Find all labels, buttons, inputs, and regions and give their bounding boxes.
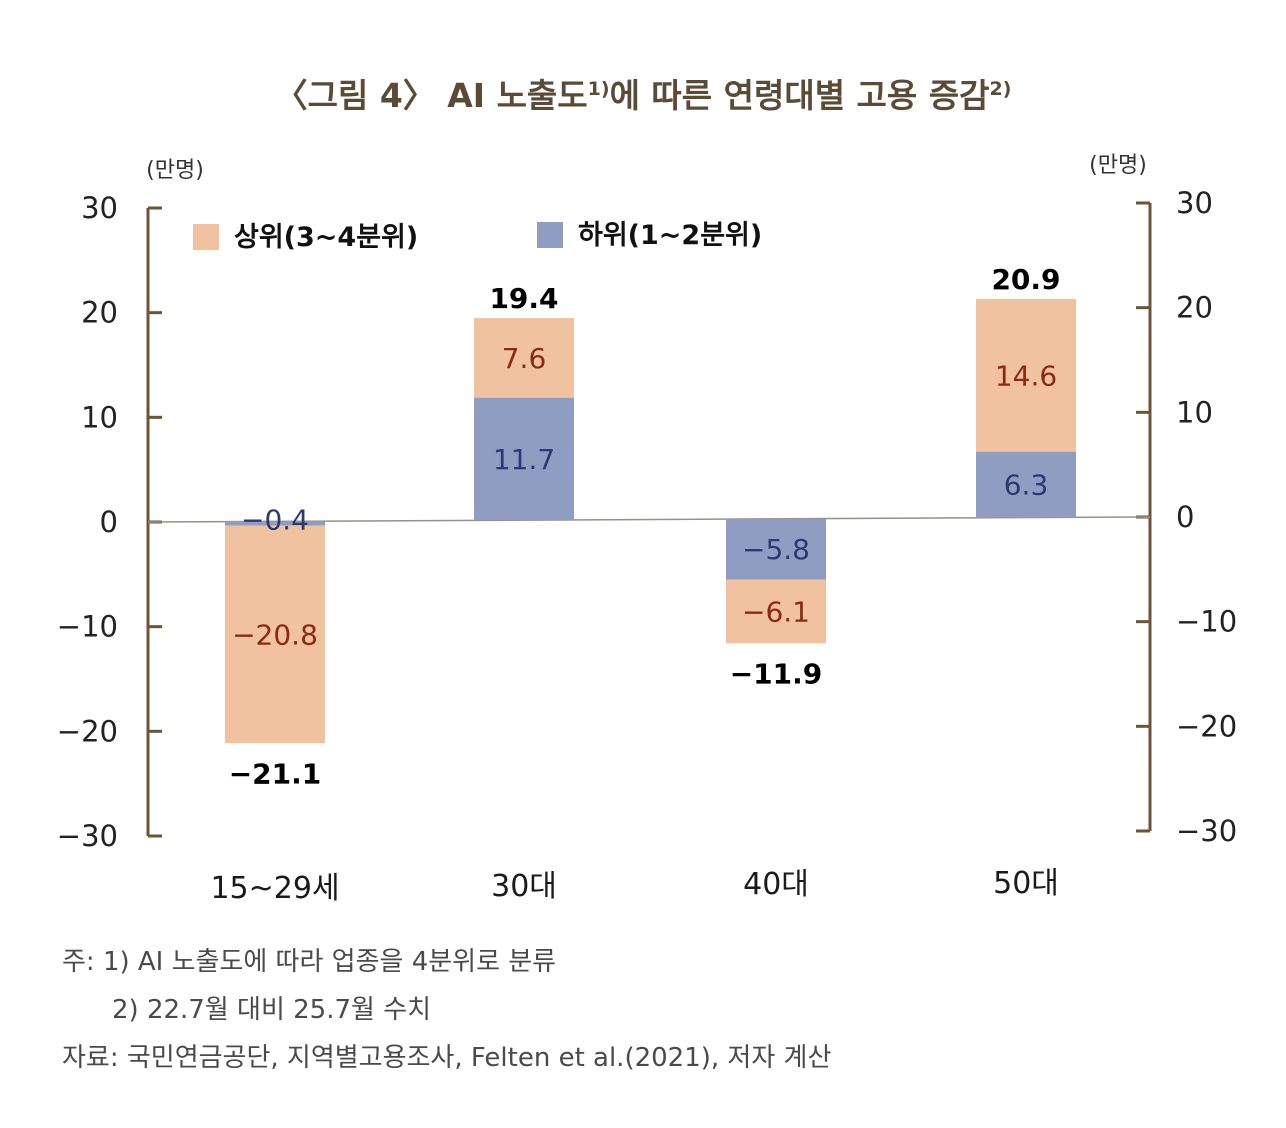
total-label: −11.9 [730,657,823,690]
right-tick-label: 30 [1176,186,1213,220]
total-label: 19.4 [489,282,558,315]
category-label: 15~29세 [210,871,339,906]
left-tick-label: −20 [57,714,118,748]
axes-group: 30 30 20 20 10 10 0 0 −10 −10 −20 −20 −30 −30 [57,186,1237,853]
bar-lower [726,518,826,580]
segment-label-lower: −5.8 [742,533,810,566]
segment-label-upper: −20.8 [232,618,318,651]
left-axis-unit: (만명) [146,158,204,183]
category-label: 30대 [491,869,557,904]
right-axis-unit: (만명) [1089,153,1147,178]
note-1: 주: 1) AI 노출도에 따라 업종을 4분위로 분류 [62,947,557,977]
segment-label-upper: −6.1 [742,595,810,628]
legend-swatch-upper [193,224,219,250]
legend: 상위(3~4분위) 하위(1~2분위) [193,220,762,253]
chart-title: 〈그림 4〉 AI 노출도1)에 따른 연령대별 고용 증감2) [275,76,1012,115]
segment-label-upper: 7.6 [502,342,547,375]
right-tick-label: −20 [1176,709,1237,743]
left-tick-label: 20 [81,296,118,330]
notes: 주: 1) AI 노출도에 따라 업종을 4분위로 분류 2) 22.7월 대비… [62,938,831,1082]
source: 자료: 국민연금공단, 지역별고용조사, Felten et al.(2021)… [62,1043,832,1073]
note-2: 2) 22.7월 대비 25.7월 수치 [112,995,432,1025]
right-tick-label: 0 [1176,500,1194,534]
zero-line-group [147,516,1151,523]
right-tick-label: −10 [1176,605,1237,639]
segment-label-upper: 14.6 [995,359,1057,392]
bar-upper [976,298,1076,452]
category-labels: 15~29세 30대 40대 50대 [210,866,1058,906]
total-label: 20.9 [991,263,1060,296]
bar-upper [474,318,574,398]
zero-line [147,516,1151,523]
bar-upper [225,525,325,744]
segment-label-lower: 11.7 [493,443,555,476]
bar-lower [225,521,325,526]
bar-upper [726,579,826,644]
labels-group: −0.4 −20.8 −21.1 11.7 7.6 19.4 −5.8 −6.1 −11.9 6.… [229,263,1061,790]
category-label: 50대 [993,866,1059,901]
segment-label-lower: −0.4 [241,503,309,536]
left-tick-label: 0 [100,505,118,539]
total-label: −21.1 [229,757,322,790]
left-tick-label: 30 [81,191,118,225]
right-tick-label: 10 [1176,395,1213,429]
legend-swatch-lower [537,222,563,248]
legend-label-upper: 상위(3~4분위) [234,222,418,253]
legend-label-lower: 하위(1~2분위) [578,220,762,251]
right-tick-label: 20 [1176,291,1213,325]
bar-lower [474,397,574,521]
left-tick-label: −30 [57,819,118,853]
left-tick-label: −10 [57,610,118,644]
right-tick-label: −30 [1176,814,1237,848]
bar-lower [976,451,1076,518]
chart: 〈그림 4〉 AI 노출도1)에 따른 연령대별 고용 증감2) (만명) (만… [57,76,1237,906]
bars-group [225,298,1076,744]
left-tick-label: 10 [81,400,118,434]
segment-label-lower: 6.3 [1004,469,1049,502]
category-label: 40대 [743,867,809,902]
